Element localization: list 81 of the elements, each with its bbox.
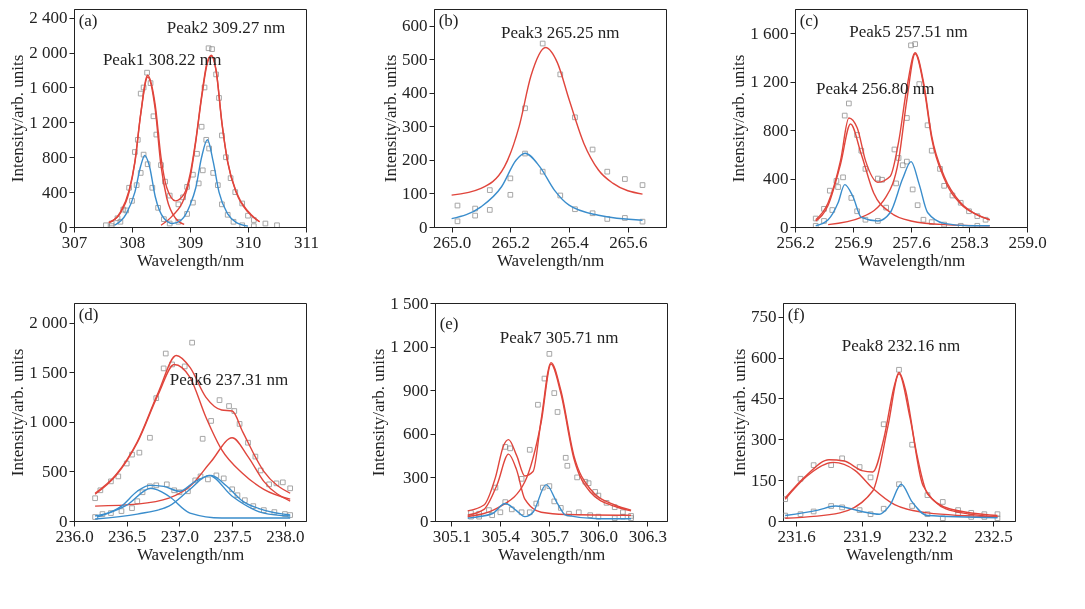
x-tick-label: 231.6 [777,526,816,546]
y-axis-title: Intensity/arb. units [381,54,400,183]
x-tick-label: 237.0 [160,526,200,546]
y-tick-label: 1 200 [390,337,429,357]
x-tick-label: 259.0 [1008,232,1047,252]
annotation: (d) [78,305,99,325]
y-tick-label: 1 600 [750,23,789,43]
y-tick-label: 900 [403,380,429,400]
y-tick-label: 500 [42,461,68,481]
x-tick-label: 306.3 [628,526,668,546]
x-tick-label: 310 [235,232,262,252]
y-tick-label: 300 [751,429,777,449]
y-tick-label: 400 [763,169,789,189]
y-tick-label: 500 [402,49,428,69]
x-tick-label: 309 [177,232,204,252]
x-tick-label: 258.3 [950,232,989,252]
x-tick-label: 311 [294,232,319,252]
y-tick-label: 400 [42,182,68,202]
y-tick-label: 150 [751,470,777,490]
x-tick-label: 256.9 [834,232,873,252]
x-tick-label: 265.4 [550,232,590,252]
x-axis-title: Wavelength/nm [497,544,606,564]
x-tick-label: 232.2 [908,526,948,546]
annotation: Peak5 257.51 nm [849,22,968,42]
y-tick-label: 1 200 [29,112,68,132]
annotation: (e) [439,314,459,334]
y-tick-label: 1 500 [29,362,68,382]
y-tick-label: 2 400 [29,8,68,28]
x-tick-label: 265.6 [609,232,648,252]
x-tick-label: 238.0 [266,526,305,546]
y-tick-label: 2 000 [29,43,68,63]
annotation: Peak8 232.16 nm [841,336,961,356]
y-tick-label: 1 500 [390,293,429,313]
y-tick-label: 600 [403,424,429,444]
y-tick-label: 400 [402,83,428,103]
y-tick-label: 600 [751,348,777,367]
y-tick-label: 1 000 [29,412,68,432]
x-tick-label: 265.2 [491,232,530,252]
x-tick-label: 257.6 [892,232,931,252]
x-tick-label: 232.5 [974,526,1013,546]
annotation: Peak2 309.27 nm [166,18,286,38]
x-axis-title: Wavelength/nm [857,250,966,270]
y-tick-label: 800 [763,120,789,140]
y-tick-label: 600 [402,16,428,36]
x-tick-label: 306.0 [579,526,619,546]
y-axis-title: Intensity/arb. units [369,348,389,477]
x-tick-label: 265.0 [433,232,472,252]
x-axis-title: Wavelength/nm [136,250,245,270]
y-axis-title: Intensity/arb. units [730,348,749,477]
y-tick-label: 750 [751,307,777,327]
y-tick-label: 2 000 [29,313,68,333]
y-tick-label: 0 [420,511,429,531]
y-axis-title: Intensity/arb. units [729,54,749,183]
y-tick-label: 300 [402,116,428,136]
x-tick-label: 305.1 [432,526,471,546]
x-axis-title: Wavelength/nm [845,544,954,564]
y-tick-label: 200 [402,150,428,170]
annotation: (a) [78,11,98,31]
y-tick-label: 0 [419,217,428,237]
x-tick-label: 237.5 [213,526,252,546]
x-tick-label: 305.7 [530,526,570,546]
annotation: Peak7 305.71 nm [499,328,619,348]
y-axis-title: Intensity/arb. units [8,348,28,477]
x-tick-label: 305.4 [481,526,521,546]
y-tick-label: 1 600 [29,77,68,97]
annotation: Peak3 265.25 nm [500,22,620,42]
annotation: (f) [787,305,805,325]
y-tick-label: 0 [768,511,777,531]
y-tick-label: 100 [402,183,428,203]
x-axis-title: Wavelength/nm [496,250,605,270]
annotation: (c) [799,11,819,31]
x-axis-title: Wavelength/nm [136,544,245,564]
x-tick-label: 236.5 [108,526,147,546]
y-axis-title: Intensity/arb. units [8,54,28,183]
y-tick-label: 800 [42,147,68,167]
y-tick-label: 450 [751,388,777,408]
y-tick-label: 1 200 [750,72,789,92]
annotation: (b) [438,11,459,31]
x-tick-label: 308 [119,232,146,252]
x-tick-label: 231.9 [843,526,882,546]
y-tick-label: 300 [403,467,429,487]
